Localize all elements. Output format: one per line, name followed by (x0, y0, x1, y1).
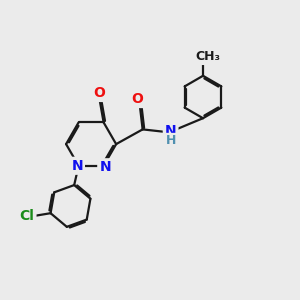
Text: N: N (71, 159, 83, 173)
Text: N: N (99, 160, 111, 174)
Text: Cl: Cl (20, 209, 34, 223)
Text: N: N (165, 124, 176, 138)
Text: CH₃: CH₃ (195, 50, 220, 63)
Text: O: O (131, 92, 143, 106)
Text: O: O (93, 86, 105, 100)
Text: H: H (165, 134, 176, 147)
